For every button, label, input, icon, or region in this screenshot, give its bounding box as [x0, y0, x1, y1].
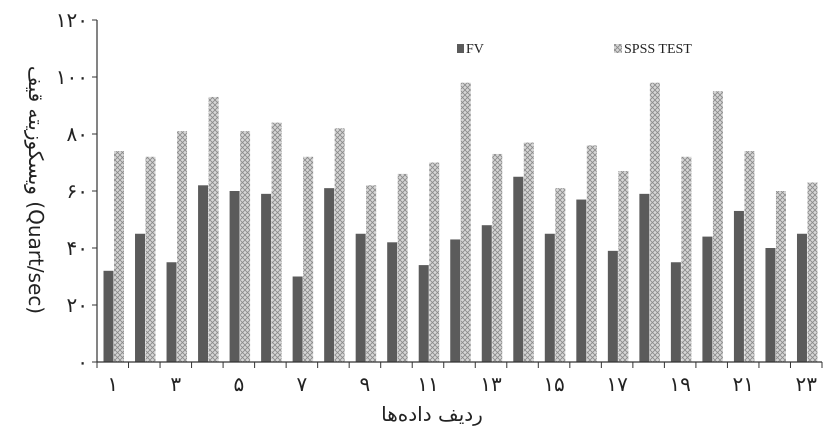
bar-spss-19: [681, 156, 692, 362]
bar-fv-8: [324, 188, 335, 362]
bar-spss-20: [712, 91, 723, 362]
bar-fv-9: [355, 233, 366, 362]
x-tick-label: ۱۱: [417, 372, 438, 396]
bar-fv-6: [261, 193, 272, 362]
bar-spss-13: [492, 153, 503, 362]
bar-spss-11: [429, 162, 440, 362]
bar-spss-2: [145, 156, 156, 362]
y-tick-label: ۰: [77, 350, 88, 374]
bar-spss-14: [523, 142, 534, 362]
bar-fv-15: [544, 233, 555, 362]
bar-fv-19: [670, 262, 681, 362]
y-tick-label: ۲۰: [67, 293, 88, 317]
y-tick-label: ۸۰: [67, 122, 88, 146]
x-tick-label: ۹: [360, 372, 371, 396]
bar-fv-13: [481, 225, 492, 362]
bar-fv-5: [229, 191, 240, 362]
bars: [103, 82, 818, 362]
x-tick-label: ۱۷: [606, 372, 628, 396]
bar-fv-1: [103, 270, 114, 362]
bar-spss-21: [744, 151, 755, 362]
bar-fv-17: [607, 250, 618, 362]
x-ticks: ۱ ۳ ۵ ۷ ۹ ۱۱ ۱۳ ۱۵ ۱۷ ۱۹ ۲۱ ۲۳: [96, 362, 823, 396]
legend-label-fv: FV: [466, 42, 484, 57]
bar-fv-10: [387, 242, 398, 362]
bar-fv-16: [576, 199, 587, 362]
bar-spss-6: [271, 122, 282, 362]
bar-fv-12: [450, 239, 461, 362]
bar-spss-4: [208, 96, 219, 362]
y-tick-label: ۱۰۰: [56, 65, 88, 89]
x-tick-label: ۵: [233, 372, 244, 396]
x-tick-label: ۱: [107, 372, 118, 396]
bar-fv-20: [702, 236, 713, 362]
bar-fv-4: [198, 185, 209, 362]
bar-spss-16: [586, 145, 597, 362]
bar-fv-23: [796, 233, 807, 362]
bar-fv-22: [765, 248, 776, 362]
bar-fv-18: [639, 193, 650, 362]
bar-spss-22: [775, 191, 786, 362]
bar-spss-1: [114, 151, 124, 362]
y-tick-label: ۴۰: [67, 236, 88, 260]
bar-fv-7: [292, 276, 303, 362]
legend: FV SPSS TEST: [457, 42, 692, 57]
bar-fv-21: [733, 210, 744, 362]
bar-spss-23: [807, 182, 818, 362]
y-tick-label: ۶۰: [67, 179, 88, 203]
bar-spss-10: [397, 173, 408, 362]
x-axis-title: ردیف داده‌ها: [381, 402, 483, 426]
x-tick-label: ۷: [297, 372, 308, 396]
x-tick-label: ۲۱: [732, 372, 753, 396]
bar-fv-2: [135, 233, 146, 362]
bar-spss-3: [177, 131, 188, 362]
x-tick-label: ۱۳: [480, 372, 502, 396]
x-tick-label: ۲۳: [795, 372, 817, 396]
bar-spss-18: [649, 82, 660, 362]
x-tick-label: ۱۹: [669, 372, 690, 396]
legend-label-spss: SPSS TEST: [624, 42, 692, 57]
y-ticks: ۰ ۲۰ ۴۰ ۶۰ ۸۰ ۱۰۰ ۱۲۰: [56, 8, 97, 374]
bar-fv-11: [418, 265, 429, 362]
y-axis-title: ویسکوزیته قیف (Quart/sec): [24, 66, 48, 314]
bar-spss-17: [618, 171, 629, 362]
bar-fv-14: [513, 176, 524, 362]
bar-spss-7: [303, 156, 314, 362]
bar-spss-9: [366, 185, 377, 362]
bar-spss-15: [555, 188, 566, 362]
bar-spss-8: [334, 128, 345, 362]
bar-fv-3: [166, 262, 177, 362]
legend-swatch-spss: [614, 44, 622, 53]
y-tick-label: ۱۲۰: [56, 8, 88, 32]
x-tick-label: ۳: [170, 372, 181, 396]
legend-swatch-fv: [457, 44, 464, 53]
x-tick-label: ۱۵: [543, 372, 564, 396]
bar-spss-5: [240, 131, 251, 362]
bar-spss-12: [460, 82, 471, 362]
